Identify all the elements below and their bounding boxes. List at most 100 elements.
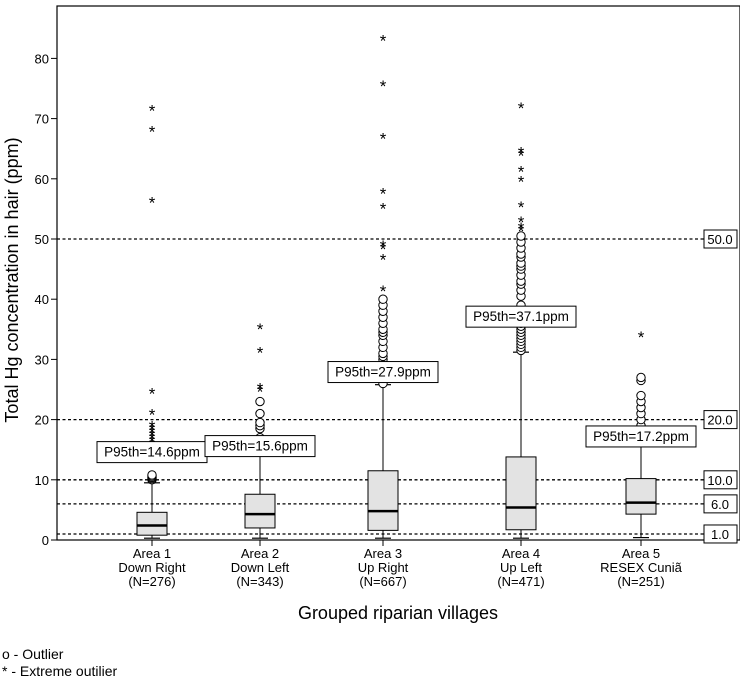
x-tick-label: Down Left	[231, 560, 290, 575]
x-tick-label: Down Right	[118, 560, 186, 575]
outlier-point	[147, 470, 157, 480]
extreme-outlier-point: *	[149, 385, 156, 404]
y-tick-label: 20	[35, 413, 49, 428]
outlier-point	[255, 417, 265, 428]
p95-label: P95th=15.6ppm	[212, 439, 308, 454]
reference-line-label: 6.0	[711, 497, 729, 512]
extreme-outlier-point: *	[149, 430, 156, 449]
extreme-outlier-point: *	[380, 129, 387, 148]
p95-label: P95th=27.9ppm	[335, 365, 431, 380]
x-tick-label: Up Left	[500, 560, 542, 575]
legend-extreme-outlier: * - Extreme outilier	[2, 663, 118, 679]
extreme-outlier-point: *	[149, 421, 156, 440]
extreme-outlier-point: *	[149, 427, 156, 446]
x-tick-label: Area 5	[622, 546, 660, 561]
extreme-outlier-point: *	[380, 185, 387, 204]
outlier-point	[378, 294, 388, 304]
extreme-outlier-point: *	[518, 147, 525, 166]
reference-line-label-box	[703, 494, 738, 514]
extreme-outlier-point: *	[257, 380, 264, 399]
y-axis-title: Total Hg concentration in hair (ppm)	[2, 137, 22, 422]
reference-line-label: 10.0	[707, 473, 732, 488]
y-tick-label: 50	[35, 232, 49, 247]
extreme-outlier-point: *	[380, 240, 387, 259]
outlier-point	[636, 390, 646, 401]
p95-label-box	[585, 425, 697, 448]
y-tick-label: 70	[35, 112, 49, 127]
extreme-outlier-point: *	[518, 162, 525, 181]
x-tick-label: (N=276)	[128, 574, 175, 589]
extreme-outlier-point: *	[518, 198, 525, 217]
outlier-point	[636, 372, 646, 383]
p95-label-box	[465, 305, 577, 328]
y-tick-label: 10	[35, 473, 49, 488]
p95-label-box	[204, 435, 316, 458]
p95-labels: P95th=14.6ppm P95th=15.6ppm P95th=27.9ppm P…	[96, 305, 697, 464]
box-group: *********	[367, 32, 399, 539]
extreme-outlier-point: *	[257, 344, 264, 363]
reference-line-label-box	[703, 470, 738, 490]
x-tick-label: Area 3	[364, 546, 402, 561]
iqr-box	[505, 456, 537, 531]
iqr-box	[244, 493, 276, 529]
y-axis: 0 10 20 30 40 50 60 70 80	[35, 51, 57, 548]
reference-lines: 50.0 20.0 10.0 6.0 1.0	[57, 229, 738, 544]
outlier-point	[255, 396, 265, 407]
extreme-outlier-point: *	[257, 383, 264, 402]
legend-outlier: o - Outlier	[2, 646, 64, 662]
extreme-outlier-point: *	[380, 237, 387, 256]
plot-frame	[56, 5, 740, 541]
extreme-outlier-point: *	[380, 77, 387, 96]
box-group: **************	[136, 102, 168, 539]
reference-line-label: 20.0	[707, 413, 732, 428]
x-tick-label: Up Right	[358, 560, 409, 575]
extreme-outlier-point: *	[518, 219, 525, 238]
p95-label: P95th=37.1ppm	[473, 309, 569, 324]
extreme-outlier-point: *	[380, 200, 387, 219]
x-tick-label: Area 2	[241, 546, 279, 561]
p95-label-box	[327, 361, 439, 384]
outlier-point	[516, 231, 526, 241]
extreme-outlier-point: *	[380, 282, 387, 301]
x-tick-label: (N=251)	[617, 574, 664, 589]
iqr-box	[625, 478, 657, 515]
extreme-outlier-point: *	[518, 144, 525, 163]
extreme-outlier-point: *	[518, 173, 525, 192]
extreme-outlier-point: *	[518, 99, 525, 118]
x-tick-label: Area 1	[133, 546, 171, 561]
x-tick-label: (N=667)	[359, 574, 406, 589]
p95-label: P95th=17.2ppm	[593, 429, 689, 444]
iqr-box	[367, 470, 399, 531]
x-tick-label: (N=343)	[236, 574, 283, 589]
extreme-outlier-point: *	[380, 32, 387, 51]
reference-line-label: 1.0	[711, 527, 729, 542]
box-series: *************************************	[136, 32, 657, 539]
reference-line-label-box	[703, 524, 738, 544]
y-tick-label: 80	[35, 51, 49, 66]
iqr-box	[136, 511, 168, 536]
outlier-point	[255, 408, 265, 419]
extreme-outlier-point: *	[149, 194, 156, 213]
y-tick-label: 30	[35, 352, 49, 367]
extreme-outlier-point: *	[149, 406, 156, 425]
x-tick-label: RESEX Cuniã	[600, 560, 682, 575]
p95-label: P95th=14.6ppm	[104, 445, 200, 460]
extreme-outlier-point: *	[257, 320, 264, 339]
extreme-outlier-point: *	[380, 250, 387, 269]
y-tick-label: 0	[42, 533, 49, 548]
extreme-outlier-point: *	[149, 102, 156, 121]
x-tick-label: (N=471)	[497, 574, 544, 589]
legend: o - Outlier * - Extreme outilier	[2, 646, 117, 680]
x-tick-label: Area 4	[502, 546, 540, 561]
extreme-outlier-point: *	[149, 123, 156, 142]
extreme-outlier-point: *	[149, 418, 156, 437]
x-axis-title: Grouped riparian villages	[298, 603, 498, 623]
reference-line-label-box	[703, 229, 738, 249]
extreme-outlier-point: *	[518, 222, 525, 241]
extreme-outlier-point: *	[149, 424, 156, 443]
reference-line-label: 50.0	[707, 232, 732, 247]
y-tick-label: 60	[35, 172, 49, 187]
reference-line-label-box	[703, 410, 738, 430]
